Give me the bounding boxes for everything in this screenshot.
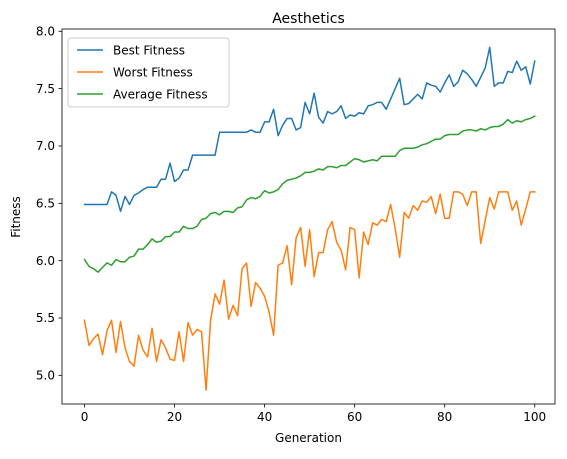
plot-area: 0 20 40 60 80 100 5.0 5.5 6.0 6.5 7.0 7.5 8.0 Best Fi… [36, 24, 556, 424]
y-tick-label: 7.5 [36, 82, 55, 96]
x-tick-label: 100 [523, 410, 546, 424]
x-tick-label: 20 [167, 410, 182, 424]
legend-label: Average Fitness [113, 87, 208, 101]
legend-label: Best Fitness [113, 43, 185, 57]
legend: Best Fitness Worst Fitness Average Fitness [67, 37, 230, 108]
chart-title: Aesthetics [272, 11, 345, 27]
y-tick-label: 7.0 [36, 139, 55, 153]
y-tick-label: 5.5 [36, 311, 55, 325]
y-axis-label: Fitness [9, 196, 23, 238]
y-tick-label: 5.0 [36, 369, 55, 383]
x-tick-label: 0 [81, 410, 89, 424]
x-tick-label: 40 [257, 410, 272, 424]
legend-box [67, 37, 230, 108]
series-line-best-fitness [83, 46, 536, 213]
series-line-average-fitness [83, 115, 536, 273]
axes-frame [61, 28, 556, 405]
y-tick-label: 8.0 [36, 24, 55, 38]
y-tick-label: 6.0 [36, 254, 55, 268]
legend-label: Worst Fitness [113, 65, 193, 79]
x-axis-label: Generation [275, 431, 342, 445]
y-tick-label: 6.5 [36, 197, 55, 211]
x-tick-label: 80 [437, 410, 452, 424]
x-tick-label: 60 [347, 410, 362, 424]
series-line-worst-fitness [83, 191, 536, 391]
